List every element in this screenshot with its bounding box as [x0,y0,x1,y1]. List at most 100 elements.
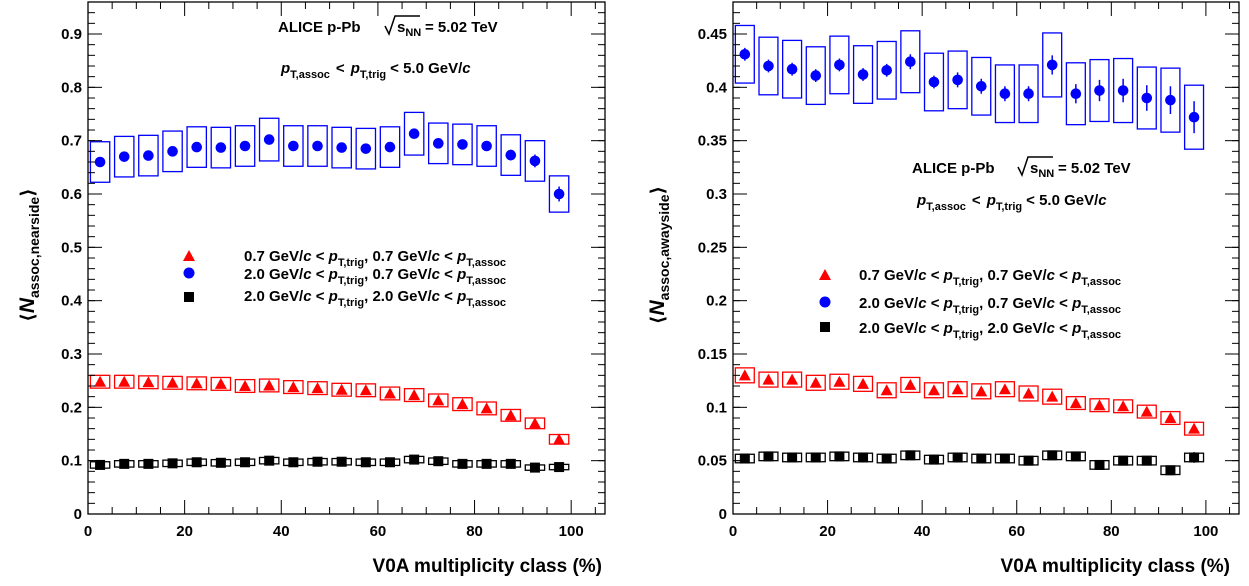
x-tick-label: 20 [176,523,193,540]
y-axis-title: ⟨Nassoc,awayside⟩ [646,186,672,324]
systematic-box [331,382,352,397]
circle-point [763,60,774,72]
triangle-point [190,377,203,389]
triangle-point [809,376,822,388]
systematic-box [234,378,256,394]
systematic-box [782,371,803,388]
square-point [288,457,299,468]
triangle-point [927,384,940,396]
systematic-box [548,175,570,213]
systematic-box [307,381,328,396]
y-tick-label: 0.1 [706,399,727,416]
axis-ticks: 0 20 40 60 80 100 0 0.05 0.1 0.15 0.2 0.25 0.3 0.35 0.… [698,1,1239,540]
square-point [739,453,750,464]
circle-point [786,63,798,75]
systematic-box [524,140,546,182]
square-point [881,453,892,464]
pt-range-label: pT,assoc < pT,trig < 5.0 GeV/c [916,192,1107,213]
square-point [143,458,154,469]
circle-point [118,151,130,162]
legend-entry-3: 2.0 GeV/c < pT,trig, 2.0 GeV/c < pT,asso… [859,320,1121,341]
systematic-box [355,127,377,170]
square-point [264,455,275,466]
square-point [457,458,468,469]
systematic-box [162,130,183,173]
y-tick-label: 0 [74,506,82,523]
legend-marker-square [820,322,830,332]
energy-value: = 5.02 TeV [425,19,498,36]
plot-frame [732,1,1240,515]
triangle-point [142,376,155,388]
square-point [763,451,774,462]
systematic-box [234,125,256,167]
systematic-box [1160,67,1181,133]
circle-point [143,150,154,161]
systematic-box [210,376,232,391]
square-point [1023,455,1034,466]
experiment-label: ALICE p-Pb [912,160,995,177]
circle-point [739,48,751,60]
legend: 0.7 GeV/c < pT,trig, 0.7 GeV/c < pT,asso… [183,248,506,309]
y-tick-label: 0.2 [61,399,82,416]
systematic-box [331,126,352,169]
y-axis-sub: assoc,awayside [656,194,672,300]
y-axis-bracket-open: ⟨ [18,313,39,322]
triangle-point [1093,399,1106,411]
circle-point [336,142,347,153]
triangle-point [951,383,964,395]
y-tick-label: 0.4 [706,79,728,96]
systematic-box [186,376,208,391]
square-point [1165,465,1176,476]
systematic-box [379,126,401,168]
systematic-box [923,382,945,399]
square-point [119,458,130,469]
legend-entry-1: 0.7 GeV/c < pT,trig, 0.7 GeV/c < pT,asso… [859,267,1121,288]
triangle-point [166,376,179,388]
square-point [810,452,821,463]
y-tick-label: 0.8 [61,79,82,96]
square-point [1141,455,1152,466]
circle-point [881,64,892,76]
circle-point [1070,88,1082,100]
triangle-point [738,369,751,381]
sqrt-symbol [384,15,420,36]
experiment-label: ALICE p-Pb [278,19,361,36]
triangle-point [94,375,107,387]
systematic-box [113,135,135,178]
systematic-box [1065,396,1086,411]
triangle-point [857,377,870,389]
square-point [529,462,540,473]
triangle-point [1164,412,1177,423]
systematic-box [1089,58,1110,123]
systematic-box [1136,66,1157,130]
legend-entry-1: 0.7 GeV/c < pT,trig, 0.7 GeV/c < pT,asso… [244,248,506,269]
y-axis-main: N [16,297,39,313]
y-tick-label: 0.1 [61,453,82,470]
square-point [95,459,106,470]
systematic-box [947,381,968,398]
square-point [1047,450,1058,461]
circle-point [1117,85,1129,96]
square-point [505,458,516,469]
data-marks [89,111,570,473]
circle-point [1046,59,1058,71]
circle-point [928,76,940,88]
triangle-point [504,409,517,421]
systematic-box [283,380,304,395]
systematic-box [734,24,755,84]
systematic-box [258,378,280,393]
triangle-point [1188,422,1201,434]
circle-point [94,156,106,168]
circle-point [1141,92,1153,104]
circle-point [1165,94,1176,106]
square-point [409,454,420,465]
square-point [384,457,395,468]
circle-point [553,188,565,200]
square-point [999,453,1010,464]
square-point [858,452,869,463]
systematic-box [900,376,921,394]
circle-point [481,140,492,152]
circle-point [384,141,396,153]
legend-entry-2: 2.0 GeV/c < pT,trig, 0.7 GeV/c < pT,asso… [859,295,1121,316]
